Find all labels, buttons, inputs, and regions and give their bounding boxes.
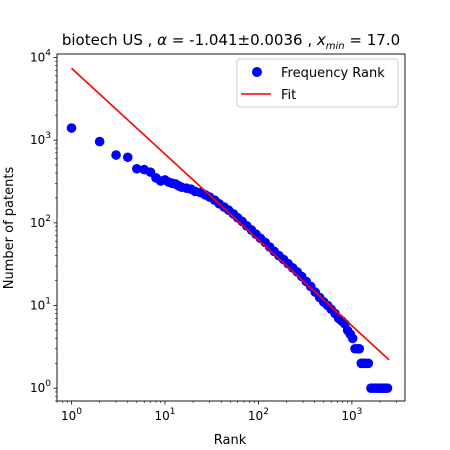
y-axis-ticks: 100 101 102 103 104 [30,48,57,401]
data-point [67,123,77,133]
chart-title: biotech US , α = -1.041±0.0036 , xmin = … [62,31,400,52]
x-tick-label: 103 [341,407,362,423]
fit-line [71,68,389,360]
legend: Frequency Rank Fit [237,59,398,107]
x-tick-label: 102 [248,407,269,423]
x-tick-label: 101 [154,407,175,423]
x-axis-ticks: 100 101 102 103 [57,401,396,423]
y-tick-label: 100 [30,379,51,395]
y-tick-label: 102 [30,214,51,230]
data-point [95,137,105,147]
x-tick-label: 100 [61,407,82,423]
data-point [348,334,358,344]
data-point [111,150,121,160]
y-tick-label: 104 [30,48,51,64]
data-point [354,344,364,354]
data-point [364,359,374,369]
y-tick-label: 101 [30,296,51,312]
y-axis-label: Number of patents [2,167,17,290]
y-tick-label: 103 [30,131,51,147]
x-axis-label: Rank [214,433,247,448]
data-point [383,383,393,393]
series-frequency-rank [67,123,393,393]
legend-label-fit: Fit [281,88,296,103]
legend-marker-frequency-rank [252,67,262,77]
legend-label-frequency-rank: Frequency Rank [281,66,385,81]
data-point [123,152,133,162]
